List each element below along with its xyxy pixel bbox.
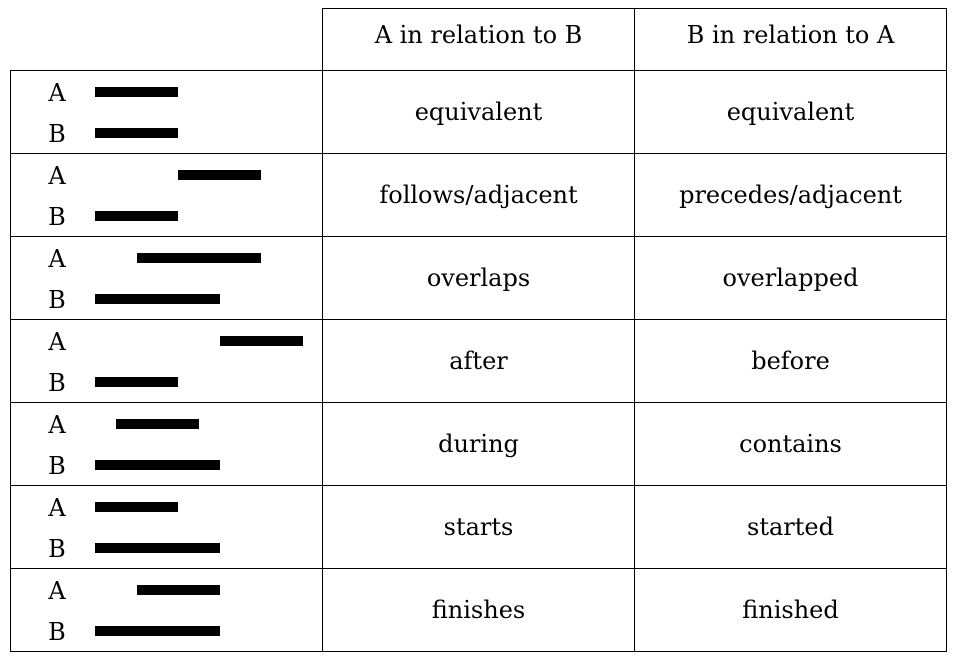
relation-row-1-a-to-b: equivalent [322,70,635,154]
interval-label-b: B [48,535,66,563]
relation-row-5-b-to-a: contains [634,402,947,486]
interval-label-b: B [48,618,66,646]
relation-row-6-a-interval-bar [95,502,179,512]
relation-row-3-b-to-a: overlapped [634,236,947,320]
interval-label-a: A [48,245,66,273]
interval-label-b: B [48,120,66,148]
interval-label-a: A [48,494,66,522]
interval-label-b: B [48,286,66,314]
relation-row-5-a-to-b: during [322,402,635,486]
relation-row-2-b-interval-bar [95,211,179,221]
interval-label-a: A [48,328,66,356]
header-a-in-relation-to-b: A in relation to B [322,8,635,71]
relation-row-7-b-interval-bar [95,626,220,636]
relation-row-3-a-to-b: overlaps [322,236,635,320]
interval-label-a: A [48,577,66,605]
relation-row-4-b-interval-bar [95,377,179,387]
relation-row-4-b-to-a: before [634,319,947,403]
interval-label-b: B [48,203,66,231]
relation-row-2-a-to-b: follows/adjacent [322,153,635,237]
relation-row-7-b-to-a: finished [634,568,947,652]
interval-label-b: B [48,452,66,480]
relation-row-7-a-to-b: finishes [322,568,635,652]
relation-row-4-a-interval-bar [219,336,303,346]
relation-row-1-b-interval-bar [95,128,179,138]
relation-row-2-a-interval-bar [178,170,262,180]
relation-row-3-a-interval-bar [136,253,262,263]
header-b-in-relation-to-a: B in relation to A [634,8,947,71]
relation-row-4-a-to-b: after [322,319,635,403]
relation-row-5-a-interval-bar [115,419,199,429]
interval-label-b: B [48,369,66,397]
relation-row-2-b-to-a: precedes/adjacent [634,153,947,237]
relation-row-1-b-to-a: equivalent [634,70,947,154]
relation-row-1-a-interval-bar [95,87,179,97]
interval-label-a: A [48,162,66,190]
interval-label-a: A [48,411,66,439]
relation-row-5-b-interval-bar [95,460,220,470]
relation-row-6-b-interval-bar [95,543,220,553]
relation-row-6-a-to-b: starts [322,485,635,569]
interval-label-a: A [48,79,66,107]
relation-row-3-b-interval-bar [95,294,220,304]
relation-row-7-a-interval-bar [136,585,220,595]
relation-row-6-b-to-a: started [634,485,947,569]
